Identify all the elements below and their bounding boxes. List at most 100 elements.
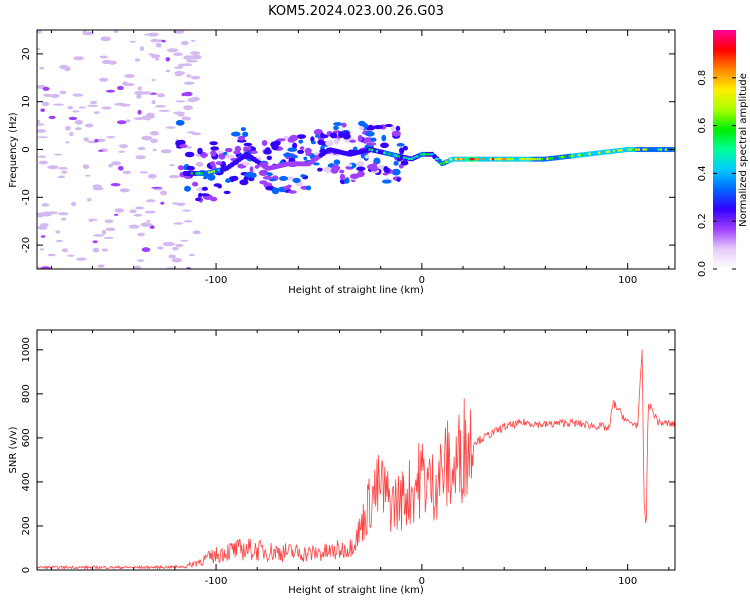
spectrogram-noise-cell: [65, 125, 71, 131]
spectrogram-cell: [249, 150, 258, 154]
spectrogram-noise-cell: [186, 146, 192, 149]
spectrogram-noise-cell: [155, 105, 166, 108]
spectrogram-cell: [288, 190, 297, 194]
spectrogram-noise-cell: [190, 75, 201, 80]
spectrogram-cell: [339, 169, 345, 174]
spectrogram-cell: [249, 166, 254, 173]
spectrogram-cell: [231, 131, 241, 137]
spectrogram-cell: [230, 175, 239, 181]
spectrogram-noise-cell: [37, 155, 47, 158]
spectrogram-noise-cell: [83, 137, 89, 142]
spectrogram-cell: [399, 147, 405, 155]
spectrogram-noise-cell: [104, 219, 114, 224]
spectrogram-cell: [365, 131, 375, 137]
spectrogram-noise-cell: [181, 116, 192, 121]
spectrogram-noise-cell: [155, 42, 162, 48]
spectrogram-cell: [179, 144, 188, 149]
snr-frame: [36, 329, 676, 571]
spectrogram-cell: [349, 139, 357, 143]
spectrogram-noise-cell: [172, 202, 179, 205]
spectrogram-noise-cell: [156, 93, 165, 98]
spectrogram-cell: [313, 128, 323, 136]
spectrogram-noise-cell: [151, 186, 163, 189]
spectrogram-noise-cell: [40, 235, 46, 238]
spectrogram-cell: [254, 165, 260, 169]
spectrogram-noise-cell: [184, 81, 195, 85]
spectrogram-cell: [261, 140, 268, 146]
spectrogram-cell: [343, 178, 350, 184]
spectrogram-noise-cell: [74, 119, 84, 125]
spectrogram-noise-cell: [48, 115, 56, 120]
spectrogram-cell: [350, 173, 360, 179]
spectrogram-cell: [279, 176, 288, 181]
spectrogram-noise-cell: [141, 247, 151, 253]
spectrogram-noise-cell: [39, 66, 45, 70]
spectrogram-cell: [363, 137, 373, 141]
spectrogram-cell: [286, 176, 295, 181]
spectrogram-noise-cell: [87, 198, 92, 202]
spectrogram-noise-cell: [74, 127, 82, 131]
spectrogram-cell: [177, 165, 184, 171]
spectrogram-noise-cell: [122, 170, 132, 174]
spectrogram-noise-cell: [140, 222, 153, 227]
snr-y-tick-label: 0: [21, 567, 32, 573]
spectrogram-noise-cell: [37, 47, 41, 51]
spectrogram-noise-cell: [68, 116, 78, 121]
spectrogram-cell: [223, 190, 231, 195]
spectrogram-noise-cell: [150, 138, 158, 144]
spectrogram-noise-cell: [117, 85, 124, 91]
spectrogram-noise-cell: [105, 227, 116, 232]
spectrogram-noise-cell: [181, 40, 189, 46]
spectrogram-cell: [276, 138, 286, 142]
spectrogram-cell: [366, 142, 377, 146]
spectrogram-cell: [213, 183, 222, 187]
spectrogram-noise-cell: [73, 56, 85, 61]
spectrogram-y-axis-label: Frequency (Hz): [8, 112, 19, 188]
spectrogram-noise-cell: [125, 119, 131, 123]
spectrogram-noise-cell: [101, 106, 112, 110]
spectrogram-y-tick-label: -20: [21, 237, 32, 253]
spectrogram-noise-cell: [147, 173, 157, 179]
spectrogram-noise-cell: [149, 225, 155, 230]
spectrogram-noise-cell: [175, 100, 186, 103]
spectrogram-noise-cell: [108, 163, 113, 168]
spectrogram-noise-cell: [149, 131, 160, 136]
spectrogram-cell: [303, 156, 308, 161]
spectrogram-cell: [201, 186, 208, 191]
spectrogram-cell: [362, 140, 368, 144]
spectrogram-noise-cell: [137, 232, 145, 237]
spectrogram-noise-cell: [158, 109, 171, 112]
spectrogram-cell: [363, 123, 369, 129]
spectrogram-cell: [243, 142, 253, 147]
spectrogram-noise-cell: [139, 46, 144, 51]
spectrogram-noise-cell: [72, 110, 80, 113]
spectrogram-cell: [333, 159, 341, 165]
spectrogram-cell: [356, 161, 365, 167]
spectrogram-cell: [289, 134, 298, 142]
colorbar-tick-label: 0.6: [697, 118, 708, 134]
chart-title: KOM5.2024.023.00.26.G03: [268, 4, 444, 19]
spectrogram-cell: [210, 161, 216, 167]
snr-y-tick-label: 600: [21, 428, 32, 447]
spectrogram-noise-cell: [180, 239, 189, 242]
spectrogram-noise-cell: [38, 160, 49, 165]
spectrogram-noise-cell: [57, 212, 69, 216]
spectrogram-noise-cell: [97, 264, 105, 268]
spectrogram-noise-cell: [99, 77, 109, 82]
spectrogram-noise-cell: [191, 39, 196, 42]
spectrogram-noise-cell: [48, 211, 58, 215]
spectrogram-noise-cell: [165, 126, 176, 129]
spectrogram-noise-cell: [84, 123, 94, 128]
spectrogram-cell: [246, 145, 252, 151]
spectrogram-cell: [385, 123, 393, 128]
spectrogram-noise-cell: [119, 144, 128, 149]
spectrogram-cell: [184, 151, 195, 158]
spectrogram-cell: [370, 137, 377, 142]
spectrogram-cell: [184, 185, 191, 192]
spectrogram-cell: [283, 152, 293, 158]
colorbar-ticks: 0.0 0.2 0.4 0.6 0.8: [697, 70, 736, 277]
spectrogram-noise-cell: [59, 90, 67, 95]
spectrogram-noise-cell: [100, 36, 111, 42]
spectrogram-cell: [402, 145, 408, 151]
